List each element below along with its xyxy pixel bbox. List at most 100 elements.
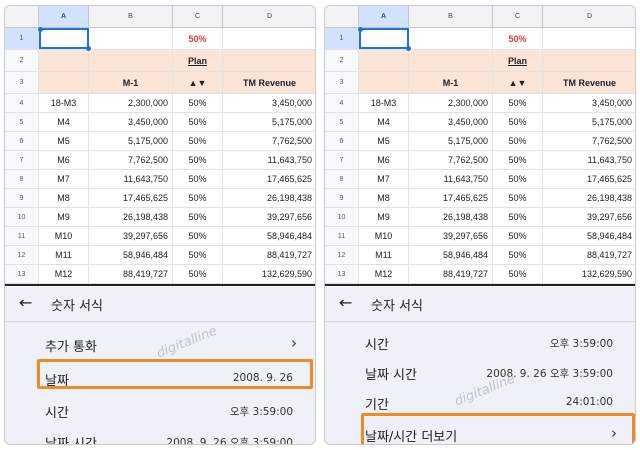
column-header-b[interactable]: B <box>89 6 173 27</box>
format-option[interactable]: 시간 오후 3:59:00 <box>325 325 635 359</box>
row-number[interactable]: 2 <box>325 50 359 71</box>
cell-percent[interactable]: 50% <box>173 170 223 188</box>
cell-tm-revenue[interactable]: 39,297,656 <box>543 208 635 226</box>
row-number[interactable]: 12 <box>5 246 39 264</box>
cell-label[interactable]: M8 <box>39 189 89 207</box>
row-number[interactable]: 6 <box>5 132 39 150</box>
format-option[interactable]: 날짜/시간 더보기 › <box>325 417 635 444</box>
cell-d3-header[interactable]: TM Revenue <box>543 72 635 93</box>
row-number[interactable]: 11 <box>325 227 359 245</box>
cell-tm-revenue[interactable]: 11,643,750 <box>223 151 315 169</box>
column-header-c[interactable]: C <box>493 6 543 27</box>
cell-label[interactable]: M5 <box>39 132 89 150</box>
row-number[interactable]: 3 <box>325 72 359 93</box>
cell-d1[interactable] <box>543 28 635 49</box>
format-option[interactable]: 날짜 시간 2008. 9. 26 오후 3:59:00 <box>5 424 315 444</box>
cell-percent[interactable]: 50% <box>173 265 223 283</box>
cell-tm-revenue[interactable]: 39,297,656 <box>223 208 315 226</box>
cell-b3-header[interactable]: M-1 <box>409 72 493 93</box>
cell-label[interactable]: 18-M3 <box>39 94 89 112</box>
column-header-d[interactable]: D <box>223 6 315 27</box>
cell-label[interactable]: 18-M3 <box>359 94 409 112</box>
cell-label[interactable]: M4 <box>359 113 409 131</box>
selection-handle[interactable] <box>406 46 411 51</box>
selection-handle[interactable] <box>38 27 43 32</box>
column-header-c[interactable]: C <box>173 6 223 27</box>
cell-tm-revenue[interactable]: 3,450,000 <box>543 94 635 112</box>
cell-m1-value[interactable]: 3,450,000 <box>409 113 493 131</box>
cell-label[interactable]: M7 <box>39 170 89 188</box>
cell-m1-value[interactable]: 39,297,656 <box>409 227 493 245</box>
row-number[interactable]: 4 <box>325 94 359 112</box>
cell-m1-value[interactable]: 3,450,000 <box>89 113 173 131</box>
cell-percent[interactable]: 50% <box>173 113 223 131</box>
cell-tm-revenue[interactable]: 7,762,500 <box>543 132 635 150</box>
cell-m1-value[interactable]: 26,198,438 <box>409 208 493 226</box>
cell-m1-value[interactable]: 2,300,000 <box>89 94 173 112</box>
cell-label[interactable]: M10 <box>39 227 89 245</box>
cell-m1-value[interactable]: 2,300,000 <box>409 94 493 112</box>
cell-d2[interactable] <box>543 50 635 71</box>
corner-cell[interactable] <box>325 6 359 27</box>
row-number[interactable]: 7 <box>325 151 359 169</box>
cell-label[interactable]: M9 <box>359 208 409 226</box>
cell-m1-value[interactable]: 7,762,500 <box>89 151 173 169</box>
cell-c3-header[interactable]: ▲▼ <box>493 72 543 93</box>
cell-b2[interactable] <box>409 50 493 71</box>
cell-m1-value[interactable]: 5,175,000 <box>409 132 493 150</box>
cell-label[interactable]: M6 <box>39 151 89 169</box>
cell-a2[interactable] <box>359 50 409 71</box>
cell-c2-plan[interactable]: Plan <box>173 50 223 71</box>
cell-m1-value[interactable]: 58,946,484 <box>89 246 173 264</box>
cell-tm-revenue[interactable]: 26,198,438 <box>223 189 315 207</box>
row-number[interactable]: 10 <box>325 208 359 226</box>
cell-tm-revenue[interactable]: 11,643,750 <box>543 151 635 169</box>
cell-label[interactable]: M11 <box>39 246 89 264</box>
row-number[interactable]: 2 <box>5 50 39 71</box>
cell-percent[interactable]: 50% <box>173 94 223 112</box>
format-option[interactable]: 추가 통화 › <box>5 327 315 361</box>
cell-m1-value[interactable]: 11,643,750 <box>409 170 493 188</box>
cell-label[interactable]: M4 <box>39 113 89 131</box>
cell-percent[interactable]: 50% <box>173 189 223 207</box>
cell-m1-value[interactable]: 17,465,625 <box>409 189 493 207</box>
selection-handle[interactable] <box>358 27 363 32</box>
cell-m1-value[interactable]: 11,643,750 <box>89 170 173 188</box>
cell-b1[interactable] <box>89 28 173 49</box>
format-option[interactable]: 시간 오후 3:59:00 <box>5 393 315 427</box>
row-number[interactable]: 12 <box>325 246 359 264</box>
cell-a1[interactable] <box>359 28 409 49</box>
spreadsheet-grid[interactable]: A B C D 1 50% 2 Plan 3 M-1 ▲▼ TM Revenue 4 18-M3 2,300… <box>325 6 635 305</box>
row-number[interactable]: 4 <box>5 94 39 112</box>
cell-percent[interactable]: 50% <box>493 132 543 150</box>
row-number[interactable]: 3 <box>5 72 39 93</box>
cell-tm-revenue[interactable]: 58,946,484 <box>543 227 635 245</box>
row-number[interactable]: 9 <box>5 189 39 207</box>
cell-b1[interactable] <box>409 28 493 49</box>
format-option[interactable]: 기간 24:01:00 <box>325 385 635 419</box>
cell-label[interactable]: M7 <box>359 170 409 188</box>
cell-percent[interactable]: 50% <box>173 246 223 264</box>
cell-label[interactable]: M6 <box>359 151 409 169</box>
cell-m1-value[interactable]: 17,465,625 <box>89 189 173 207</box>
cell-a2[interactable] <box>39 50 89 71</box>
column-header-a[interactable]: A <box>359 6 409 27</box>
cell-tm-revenue[interactable]: 5,175,000 <box>223 113 315 131</box>
cell-tm-revenue[interactable]: 58,946,484 <box>223 227 315 245</box>
cell-percent[interactable]: 50% <box>493 151 543 169</box>
cell-m1-value[interactable]: 5,175,000 <box>89 132 173 150</box>
spreadsheet-grid[interactable]: A B C D 1 50% 2 Plan 3 M-1 ▲▼ TM Revenue 4 18-M3 2,300… <box>5 6 315 305</box>
cell-tm-revenue[interactable]: 26,198,438 <box>543 189 635 207</box>
cell-percent[interactable]: 50% <box>493 170 543 188</box>
cell-a1[interactable] <box>39 28 89 49</box>
row-number[interactable]: 8 <box>5 170 39 188</box>
back-arrow-icon[interactable]: ← <box>19 293 33 312</box>
cell-tm-revenue[interactable]: 132,629,590 <box>223 265 315 283</box>
cell-percent[interactable]: 50% <box>493 265 543 283</box>
cell-percent[interactable]: 50% <box>493 246 543 264</box>
cell-tm-revenue[interactable]: 5,175,000 <box>543 113 635 131</box>
row-number[interactable]: 1 <box>325 28 359 49</box>
cell-percent[interactable]: 50% <box>173 132 223 150</box>
cell-percent[interactable]: 50% <box>493 208 543 226</box>
cell-label[interactable]: M12 <box>359 265 409 283</box>
